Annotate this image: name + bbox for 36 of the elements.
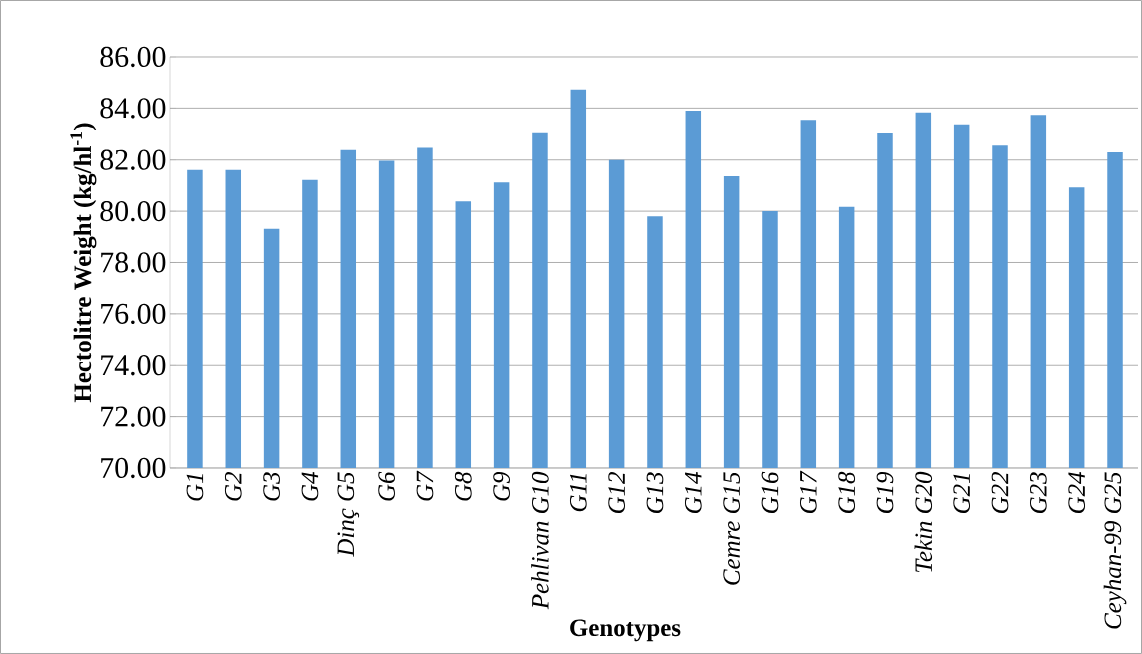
- text: Hectolitre Weight (kg/hl$^{-1}$): [70, 123, 97, 403]
- x-tick-label: G2: [224, 472, 242, 501]
- x-tick-label: G4: [301, 472, 319, 501]
- x-tick-label: G12: [608, 472, 625, 514]
- x-tick-label: Pehlivan G10: [531, 471, 549, 610]
- x-tick-label: G8: [454, 471, 472, 501]
- x-tick-label: G16: [761, 471, 779, 514]
- x-tick-label: Dinç G5: [337, 472, 360, 557]
- x-tick-label: Tekin G20: [914, 471, 933, 573]
- x-tick-label: G9: [493, 471, 510, 501]
- x-tick-label: G19: [876, 471, 894, 514]
- y-tick-label: 76.00: [101, 303, 166, 325]
- x-tick-label: G17: [799, 470, 817, 514]
- x-tick-label: G6: [378, 471, 395, 501]
- x-tick-label: G11: [569, 474, 587, 512]
- x-axis-title: Genotypes: [570, 619, 681, 642]
- x-tick-label: G21: [953, 474, 971, 514]
- y-tick-label: 86.00: [100, 46, 166, 68]
- x-tick-label: G22: [991, 472, 1009, 514]
- x-tick-label: G14: [684, 472, 702, 514]
- x-tick-label: Ceyhan-99 G25: [1103, 472, 1127, 629]
- y-tick-label: 70.00: [101, 457, 166, 479]
- x-tick-label: G7: [416, 470, 434, 501]
- x-tick-label: Cemre G15: [723, 472, 741, 585]
- y-tick-label: 84.00: [100, 98, 166, 119]
- y-tick-label: 78.00: [101, 252, 166, 273]
- x-tick-label: G24: [1068, 472, 1086, 514]
- y-tick-label: 80.00: [100, 200, 166, 222]
- y-tick-label: 72.00: [101, 406, 166, 427]
- x-tick-label: G18: [838, 471, 856, 514]
- x-tick-label: G1: [186, 474, 204, 501]
- y-tick-label: 82.00: [100, 149, 166, 170]
- x-tick-label: G13: [646, 472, 664, 514]
- x-tick-label: G3: [263, 472, 280, 501]
- x-tick-label: G23: [1029, 472, 1047, 514]
- y-tick-label: 74.00: [101, 355, 166, 376]
